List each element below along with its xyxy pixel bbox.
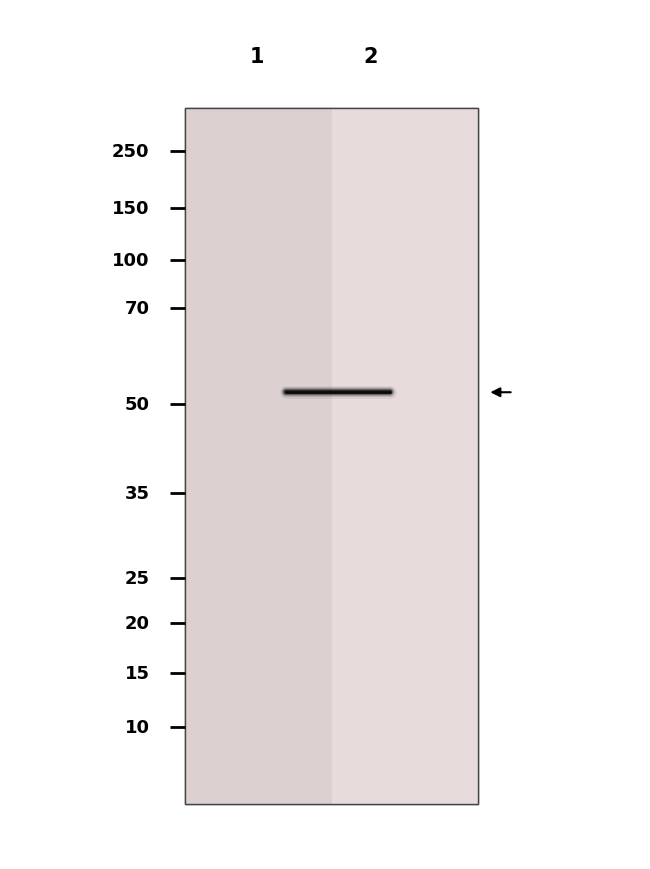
Text: 1: 1 [250, 47, 264, 66]
Bar [185, 109, 478, 804]
Text: 50: 50 [125, 395, 150, 413]
Bar [185, 109, 478, 804]
Text: 10: 10 [125, 719, 150, 736]
Text: 15: 15 [125, 665, 150, 682]
Text: 100: 100 [112, 252, 150, 269]
Text: 250: 250 [112, 143, 150, 161]
Text: 20: 20 [125, 614, 150, 632]
Text: 25: 25 [125, 569, 150, 587]
Text: 2: 2 [363, 47, 378, 66]
Bar [332, 109, 478, 804]
Bar [185, 109, 332, 804]
Text: 70: 70 [125, 300, 150, 317]
Text: 150: 150 [112, 200, 150, 217]
Text: 35: 35 [125, 485, 150, 502]
